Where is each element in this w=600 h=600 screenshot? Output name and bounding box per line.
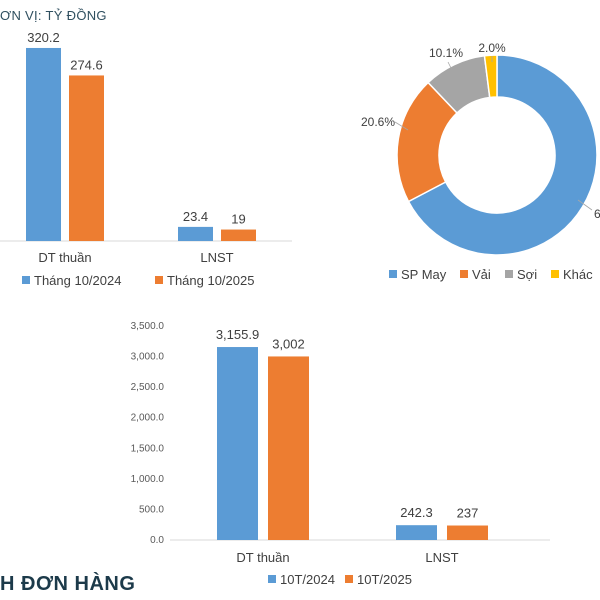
ytd-legend-swatch-0 (268, 575, 276, 583)
donut-slice-0 (407, 54, 598, 256)
ytd-data-label-0-1: 3,002 (272, 336, 305, 351)
ytd-data-label-1-0: 242.3 (400, 505, 433, 520)
donut-legend-label-1: Vải (472, 267, 491, 282)
ytd-legend-label-1: 10T/2025 (357, 572, 412, 587)
data-label-0-1: 274.6 (70, 57, 103, 72)
leader-line-2 (447, 61, 453, 71)
bar-0-1 (69, 75, 104, 241)
y-tick-label-1: 500.0 (139, 504, 164, 515)
category-label-1: LNST (200, 250, 233, 265)
donut-legend-swatch-2 (505, 270, 513, 278)
bar-1-0 (178, 226, 213, 241)
y-tick-label-2: 1,000.0 (131, 474, 165, 485)
data-label-1-0: 23.4 (183, 209, 208, 224)
ytd-bar-0-0 (217, 347, 258, 540)
legend-swatch-0 (22, 276, 30, 284)
donut-legend-label-3: Khác (563, 267, 593, 282)
monthly-bar-chart: 320.2 274.6 DT thuần 23.4 19 LNST Tháng 10/202… (0, 30, 292, 288)
donut-legend-swatch-1 (460, 270, 468, 278)
leader-line-0 (577, 199, 593, 211)
slice-label-1: 20.6% (361, 115, 395, 129)
donut-legend-label-0: SP May (401, 267, 447, 282)
unit-label: ƠN VỊ: TỶ ĐỒNG (0, 8, 107, 23)
y-tick-label-4: 2,000.0 (131, 413, 165, 424)
ytd-data-label-0-0: 3,155.9 (216, 327, 259, 342)
y-tick-label-6: 3,000.0 (131, 352, 165, 363)
data-label-0-0: 320.2 (27, 30, 60, 45)
ytd-legend-swatch-1 (345, 575, 353, 583)
section-heading: H ĐƠN HÀNG (0, 573, 136, 595)
category-label-0: DT thuần (38, 250, 91, 265)
ytd-data-label-1-1: 237 (457, 506, 479, 521)
ytd-bar-0-1 (268, 356, 309, 540)
donut-legend-swatch-3 (551, 270, 559, 278)
bar-1-1 (221, 229, 256, 241)
ytd-category-label-0: DT thuần (236, 550, 289, 565)
y-tick-label-3: 1,500.0 (131, 443, 165, 454)
donut-slice-3 (483, 54, 498, 99)
legend-label-0: Tháng 10/2024 (34, 273, 121, 288)
ytd-bar-1-0 (396, 525, 437, 540)
ytd-bar-1-1 (447, 525, 488, 540)
y-tick-label-5: 2,500.0 (131, 382, 165, 393)
data-label-1-1: 19 (231, 212, 245, 227)
ytd-legend-label-0: 10T/2024 (280, 572, 335, 587)
slice-label-0: 6 (594, 207, 600, 221)
bar-0-0 (26, 47, 61, 241)
donut-legend-label-2: Sợi (517, 267, 537, 282)
donut-legend-swatch-0 (389, 270, 397, 278)
y-tick-label-7: 3,500.0 (131, 321, 165, 332)
legend-label-1: Tháng 10/2025 (167, 273, 254, 288)
leader-line-1 (394, 121, 409, 131)
slice-label-3: 2.0% (478, 41, 506, 55)
ytd-category-label-1: LNST (425, 550, 458, 565)
product-mix-donut-chart: 6 20.6% 10.1% 2.0% SP May Vải Sợi Khác (361, 41, 600, 282)
legend-swatch-1 (155, 276, 163, 284)
slice-label-2: 10.1% (429, 46, 463, 60)
y-tick-label-0: 0.0 (150, 535, 164, 546)
